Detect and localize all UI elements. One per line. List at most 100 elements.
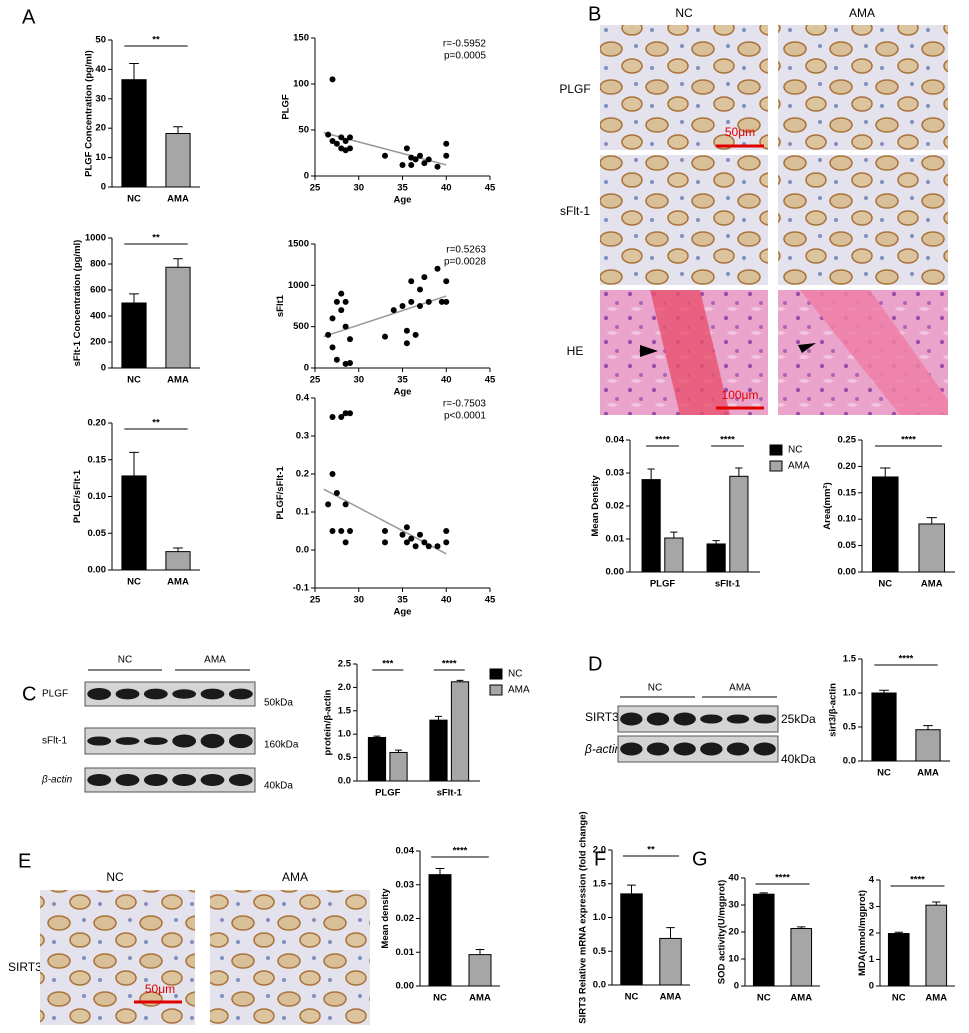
point <box>443 528 450 534</box>
error-bar <box>670 531 678 539</box>
significance-label: **** <box>453 846 468 857</box>
group-label: NC <box>648 683 662 694</box>
point <box>347 410 353 417</box>
significance-label: ** <box>152 35 160 46</box>
blot-band <box>200 733 225 749</box>
panel-labels: A B C D E F G <box>18 3 708 872</box>
error-bar <box>880 467 891 477</box>
y-tick-label: 0 <box>304 363 309 374</box>
micrograph <box>600 155 768 285</box>
x-tick-label: PLGF <box>375 788 401 799</box>
point <box>329 344 336 351</box>
point <box>408 161 415 168</box>
bar <box>915 729 941 762</box>
point <box>382 152 388 159</box>
legend-swatch <box>769 444 783 456</box>
error-bar <box>759 892 768 895</box>
group-label: AMA <box>729 683 751 694</box>
point <box>347 145 353 152</box>
x-tick-label: 40 <box>441 375 452 386</box>
blot-band <box>87 774 112 786</box>
x-tick-label: NC <box>757 993 771 1004</box>
point <box>382 333 388 340</box>
point <box>342 138 349 145</box>
bar <box>641 479 661 573</box>
y-tick-label: 40 <box>728 873 739 884</box>
x-tick-label: NC <box>625 992 639 1003</box>
error-bar <box>932 901 941 906</box>
row-label: SIRT3 <box>8 960 42 974</box>
panel-label: A <box>22 6 36 28</box>
x-tick-label: 40 <box>441 183 452 194</box>
blot-band <box>172 774 197 786</box>
panel-label: E <box>18 850 31 872</box>
y-tick-label: 0.00 <box>88 565 107 576</box>
blot-band <box>620 712 643 726</box>
x-tick-label: NC <box>433 993 447 1004</box>
legend-label: AMA <box>508 685 530 696</box>
vessel <box>800 290 948 415</box>
annotation: p<0.0001 <box>444 411 486 422</box>
bar <box>918 523 946 573</box>
blot-band <box>115 688 140 700</box>
point <box>329 528 336 534</box>
micrograph <box>600 25 768 150</box>
blot-band <box>646 712 670 726</box>
blot <box>84 767 256 793</box>
point <box>403 327 410 334</box>
point <box>329 138 336 145</box>
blot-band <box>700 742 723 756</box>
y-tick-label: 0.03 <box>606 468 625 479</box>
annotation: r=0.5263 <box>446 245 486 256</box>
point <box>382 528 388 534</box>
micrograph <box>40 890 195 1025</box>
error-bar <box>435 715 442 721</box>
y-tick-label: 0.02 <box>606 501 625 512</box>
point <box>338 528 345 534</box>
legend-swatch <box>489 668 503 680</box>
point <box>412 156 419 163</box>
row-label: sFlt-1 <box>42 736 67 747</box>
bar <box>925 904 948 987</box>
blot-band <box>673 712 696 726</box>
legend-swatch <box>489 684 503 696</box>
bar <box>752 893 775 987</box>
point <box>417 152 423 159</box>
y-tick-label: 30 <box>95 93 106 104</box>
x-tick-label: 35 <box>397 595 408 606</box>
y-tick-label: 0.0 <box>843 756 856 767</box>
point <box>425 156 432 163</box>
scale-label: 50μm <box>725 125 755 139</box>
x-tick-label: AMA <box>167 375 189 386</box>
bar <box>389 751 408 782</box>
bar <box>450 681 470 782</box>
fit-line <box>323 295 447 338</box>
point <box>347 336 353 343</box>
point <box>412 331 419 338</box>
micrograph <box>778 25 948 150</box>
point <box>390 307 397 314</box>
significance-label: ** <box>152 418 160 429</box>
bar <box>620 893 643 986</box>
point <box>347 360 353 367</box>
column-label: NC <box>675 6 693 20</box>
y-tick-label: 0.3 <box>296 431 309 442</box>
blot-band <box>228 733 253 749</box>
significance-label: **** <box>899 654 914 665</box>
error-bar <box>894 931 903 934</box>
bar <box>121 79 147 188</box>
y-axis-label: PLGF/sFlt-1 <box>72 469 83 523</box>
blot-band <box>200 688 225 700</box>
x-tick-label: NC <box>877 768 891 779</box>
legend-label: NC <box>788 445 802 456</box>
y-tick-label: 0.00 <box>396 981 415 992</box>
point <box>325 501 332 508</box>
point <box>403 145 410 152</box>
y-tick-label: 2.0 <box>338 682 351 693</box>
x-axis-label: Age <box>394 607 412 618</box>
y-tick-label: 0.5 <box>338 752 352 763</box>
y-tick-label: 1500 <box>288 239 309 250</box>
significance-label: **** <box>910 875 925 886</box>
group-label: AMA <box>204 655 226 666</box>
point <box>443 140 450 147</box>
